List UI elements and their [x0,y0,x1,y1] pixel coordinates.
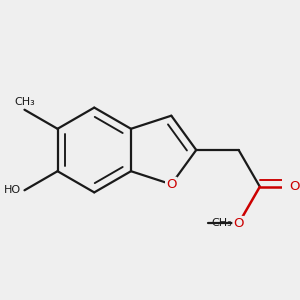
Text: O: O [166,178,177,191]
Text: CH₃: CH₃ [14,98,35,107]
Text: CH₃: CH₃ [212,218,232,228]
Text: O: O [233,217,244,230]
Text: HO: HO [4,185,21,195]
Text: O: O [290,180,300,193]
